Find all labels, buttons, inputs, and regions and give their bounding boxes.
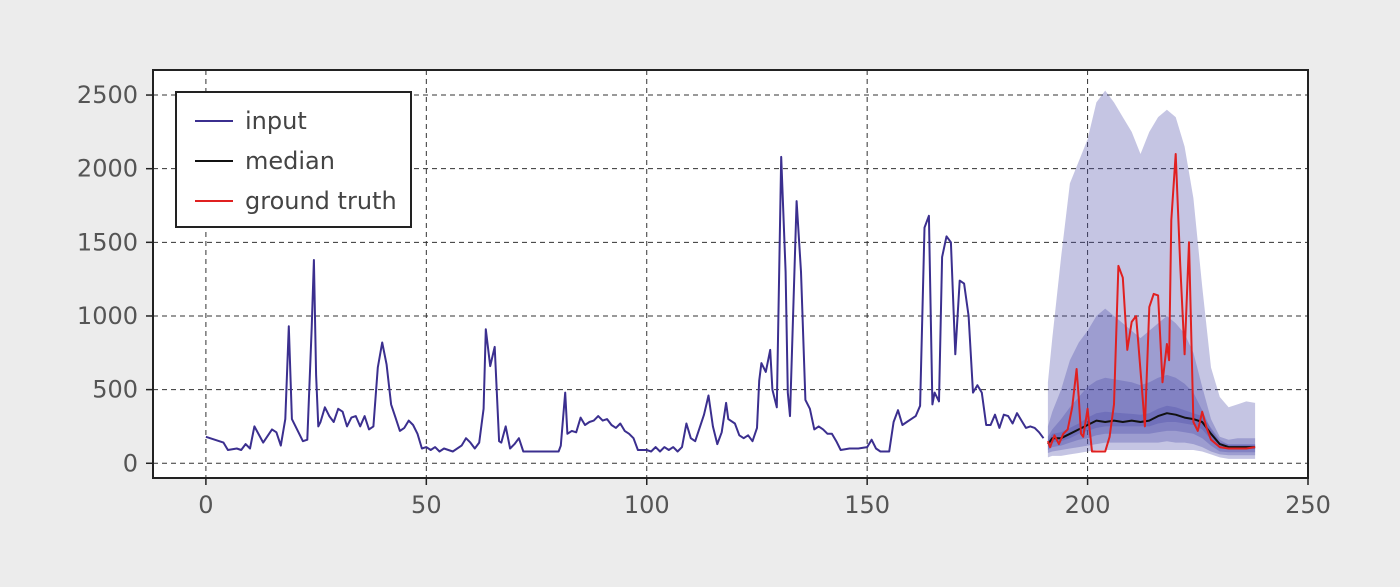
y-tick-label: 0 — [123, 449, 138, 477]
series-line-input — [205, 155, 1045, 453]
x-tick-label: 150 — [844, 491, 890, 519]
legend-label: input — [245, 107, 307, 135]
x-tick-label: 50 — [411, 491, 442, 519]
legend-label: ground truth — [245, 187, 397, 215]
y-axis-ticks: 0 500 1000 1500 2000 2500 — [77, 81, 153, 477]
x-tick-label: 200 — [1065, 491, 1111, 519]
y-tick-label: 1000 — [77, 302, 138, 330]
x-tick-label: 100 — [624, 491, 670, 519]
series-lines — [205, 153, 1256, 453]
x-axis-ticks: 0 50 100 150 200 250 — [198, 478, 1331, 519]
y-tick-label: 500 — [92, 376, 138, 404]
prediction-band-4 — [1047, 405, 1256, 450]
y-tick-label: 2500 — [77, 81, 138, 109]
prediction-band-3 — [1047, 374, 1256, 453]
legend: input median ground truth — [175, 91, 412, 228]
y-tick-label: 2000 — [77, 155, 138, 183]
y-tick-label: 1500 — [77, 228, 138, 256]
legend-label: median — [245, 147, 335, 175]
series-line-median — [1047, 412, 1256, 449]
series-line-ground-truth — [1046, 153, 1256, 453]
prediction-band-1 — [1047, 90, 1256, 459]
plot-frame — [152, 69, 1309, 479]
legend-box — [175, 91, 412, 228]
x-tick-label: 0 — [198, 491, 213, 519]
x-tick-label: 250 — [1285, 491, 1331, 519]
